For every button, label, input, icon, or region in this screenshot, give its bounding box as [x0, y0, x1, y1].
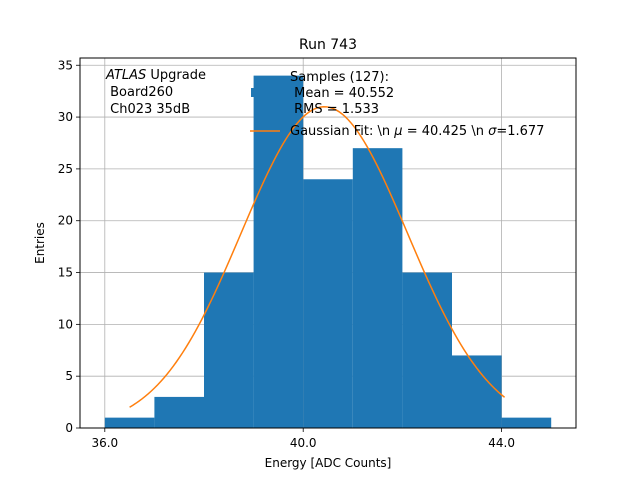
chart-title: Run 743 [299, 37, 357, 53]
legend-hist-line-3: RMS = 1.533 [290, 102, 379, 117]
histogram-bar [402, 272, 452, 428]
annotation-line-2: Board260 [106, 85, 173, 100]
legend: Samples (127): Mean = 40.552 RMS = 1.533… [250, 70, 544, 139]
x-tick-label: 36.0 [91, 436, 118, 450]
histogram-bar [452, 355, 502, 428]
legend-fit-sigma-symbol: σ [488, 124, 497, 139]
histogram-bar [154, 396, 204, 428]
legend-hist-swatch [251, 88, 260, 97]
x-axis-ticks: 36.0 40.0 44.0 [91, 428, 515, 450]
x-axis-label: Energy [ADC Counts] [265, 456, 392, 470]
atlas-annotation: ATLAS Upgrade Board260 Ch023 35dB [105, 68, 206, 117]
legend-hist-line-2: Mean = 40.552 [290, 86, 394, 101]
legend-fit-mu-value: = 40.425 \n [403, 124, 489, 139]
annotation-line-3: Ch023 35dB [106, 102, 190, 117]
y-tick-label: 15 [58, 266, 73, 280]
histogram-bar [352, 148, 403, 428]
histogram-bar [253, 75, 304, 428]
y-tick-label: 30 [58, 110, 73, 124]
y-tick-label: 20 [58, 214, 73, 228]
legend-fit-mu-symbol: μ [393, 124, 402, 139]
histogram-bar [501, 417, 552, 428]
y-axis-ticks: 0 5 10 15 20 25 30 35 [58, 58, 80, 435]
y-tick-label: 10 [58, 317, 73, 331]
histogram-bar [204, 272, 254, 428]
gaussian-fit-curve [129, 105, 506, 408]
x-tick-label: 44.0 [488, 436, 515, 450]
y-tick-label: 35 [58, 58, 73, 72]
annotation-line-1: ATLAS Upgrade [105, 68, 206, 83]
y-tick-label: 5 [65, 369, 73, 383]
histogram-bar [104, 417, 155, 428]
y-tick-label: 0 [65, 421, 73, 435]
legend-fit-label: Gaussian Fit: \n μ = 40.425 \n σ=1.677 [290, 124, 544, 139]
x-tick-label: 40.0 [290, 436, 317, 450]
annotation-atlas: ATLAS [105, 68, 146, 83]
plot-frame [79, 57, 577, 429]
legend-fit-prefix: Gaussian Fit: \n [290, 124, 394, 139]
y-axis-label: Entries [33, 222, 47, 264]
annotation-upgrade: Upgrade [146, 68, 206, 83]
y-tick-label: 25 [58, 162, 73, 176]
histogram-bar [303, 179, 353, 428]
legend-hist-line-1: Samples (127): [290, 70, 389, 85]
legend-fit-sigma-value: =1.677 [496, 124, 544, 139]
